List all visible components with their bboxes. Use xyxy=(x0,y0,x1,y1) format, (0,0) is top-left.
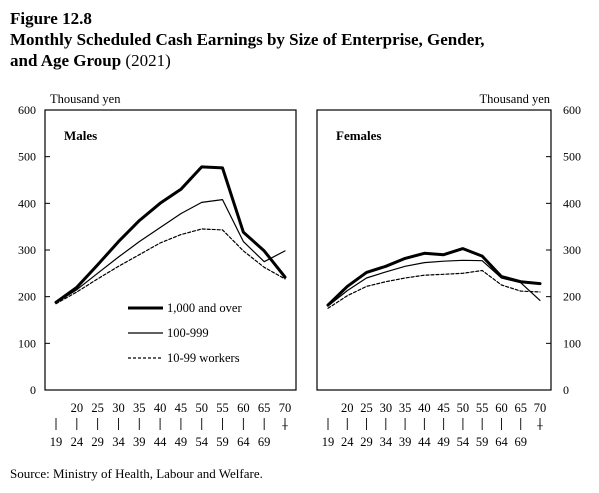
x-tick-label-end: 39 xyxy=(399,435,412,449)
x-tick-label-start: 65 xyxy=(514,401,527,415)
x-tick-label-end: 44 xyxy=(154,435,167,449)
x-tick-label-start: 55 xyxy=(476,401,489,415)
x-tick-label-start: 40 xyxy=(154,401,167,415)
y-tick-label: 0 xyxy=(563,383,569,397)
y-tick-label: 0 xyxy=(30,383,36,397)
x-tick-label-start: 65 xyxy=(258,401,271,415)
figure-title: Figure 12.8 Monthly Scheduled Cash Earni… xyxy=(10,8,484,71)
x-tick-label-start: 70 xyxy=(279,401,292,415)
x-tick-label-end: 69 xyxy=(514,435,527,449)
x-tick-label-end: 59 xyxy=(476,435,489,449)
figure-label: Figure 12.8 xyxy=(10,9,92,28)
legend-label: 10-99 workers xyxy=(167,351,240,365)
x-tick-label-start: 35 xyxy=(133,401,146,415)
series-line-2 xyxy=(327,269,541,309)
source-note: Source: Ministry of Health, Labour and W… xyxy=(10,466,263,481)
y-tick-label: 300 xyxy=(18,243,36,257)
x-tick-label-end: 64 xyxy=(495,435,508,449)
y-tick-label: 300 xyxy=(563,243,581,257)
x-tick-label-end: 54 xyxy=(457,435,470,449)
series-line-2 xyxy=(55,228,286,305)
x-tick-label-end: 34 xyxy=(112,435,125,449)
x-tick-label-end: 29 xyxy=(360,435,373,449)
x-tick-label-start: 45 xyxy=(175,401,188,415)
x-tick-label-end: 29 xyxy=(91,435,104,449)
x-tick-label-start: 60 xyxy=(237,401,250,415)
x-tick-label-start: 35 xyxy=(399,401,412,415)
x-tick-label-start: 25 xyxy=(91,401,104,415)
y-tick-label: 400 xyxy=(18,196,36,210)
y-tick-label: 100 xyxy=(18,336,36,350)
panel-title: Males xyxy=(64,128,97,143)
y-tick-label: 500 xyxy=(18,150,36,164)
x-tick-label-start: 40 xyxy=(418,401,431,415)
x-tick-label-end: 49 xyxy=(175,435,188,449)
x-tick-label-start: 30 xyxy=(112,401,125,415)
y-tick-label: 600 xyxy=(18,103,36,117)
x-tick-label-start: 30 xyxy=(380,401,393,415)
x-tick-label-start: 60 xyxy=(495,401,508,415)
legend-label: 100-999 xyxy=(167,326,209,340)
series-line-1 xyxy=(55,199,286,304)
x-tick-label-start: 20 xyxy=(341,401,354,415)
y-axis-unit-label: Thousand yen xyxy=(50,92,121,106)
x-tick-label-end: 44 xyxy=(418,435,431,449)
x-tick-label-end: 39 xyxy=(133,435,146,449)
y-tick-label: 600 xyxy=(563,103,581,117)
x-tick-label-end: 59 xyxy=(216,435,229,449)
x-tick-label-start: 55 xyxy=(216,401,229,415)
figure-year: (2021) xyxy=(125,51,171,70)
figure-title-line2: and Age Group xyxy=(10,51,122,70)
plot-frame-males xyxy=(44,109,297,391)
plot-frame-females xyxy=(316,109,552,391)
x-tick-label-end: + xyxy=(536,419,543,433)
x-tick-label-start: 70 xyxy=(534,401,547,415)
x-tick-label-start: 25 xyxy=(360,401,373,415)
x-tick-label-end: + xyxy=(281,419,288,433)
x-tick-label-end: 69 xyxy=(258,435,271,449)
x-tick-label-end: 54 xyxy=(195,435,208,449)
legend-label: 1,000 and over xyxy=(167,301,242,315)
x-tick-label-start: 50 xyxy=(195,401,208,415)
x-tick-label-end: 19 xyxy=(322,435,335,449)
series-line-0 xyxy=(54,165,287,304)
y-tick-label: 200 xyxy=(18,290,36,304)
series-line-1 xyxy=(327,259,541,307)
x-tick-label-end: 19 xyxy=(50,435,63,449)
y-axis-unit-label: Thousand yen xyxy=(480,92,551,106)
y-tick-label: 100 xyxy=(563,336,581,350)
y-tick-label: 200 xyxy=(563,290,581,304)
x-tick-label-end: 24 xyxy=(71,435,84,449)
figure-title-line2-wrap: and Age Group (2021) xyxy=(10,50,484,71)
x-tick-label-end: 24 xyxy=(341,435,354,449)
series-line-0 xyxy=(326,247,542,307)
x-tick-label-start: 20 xyxy=(71,401,84,415)
figure-title-line1: Monthly Scheduled Cash Earnings by Size … xyxy=(10,30,485,49)
y-tick-label: 500 xyxy=(563,150,581,164)
x-tick-label-end: 64 xyxy=(237,435,250,449)
x-tick-label-start: 50 xyxy=(457,401,470,415)
x-tick-label-start: 45 xyxy=(437,401,450,415)
x-tick-label-end: 34 xyxy=(380,435,393,449)
x-tick-label-end: 49 xyxy=(437,435,450,449)
panel-title: Females xyxy=(336,128,381,143)
y-tick-label: 400 xyxy=(563,196,581,210)
